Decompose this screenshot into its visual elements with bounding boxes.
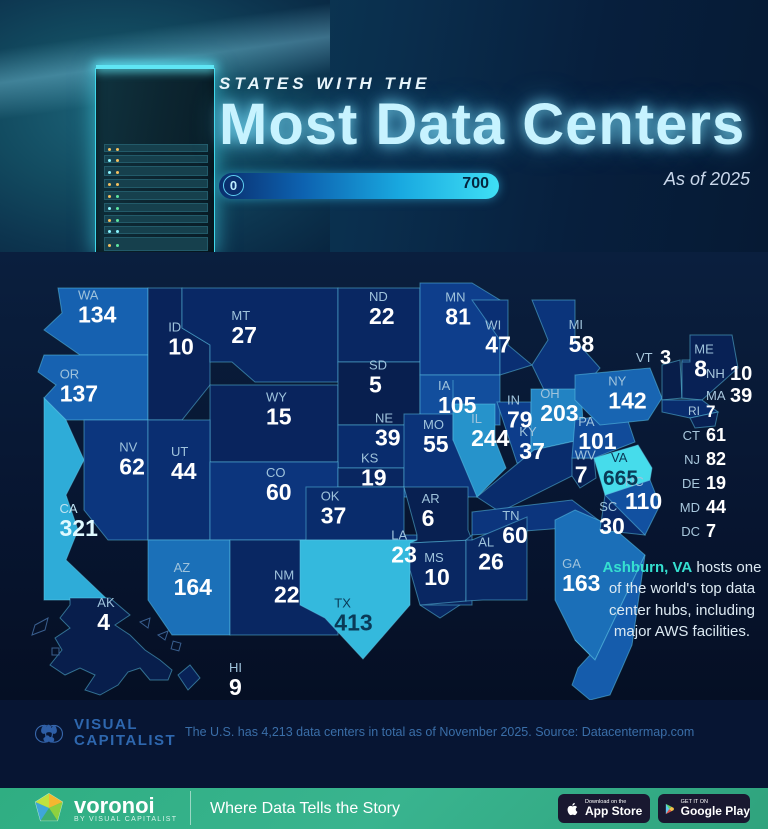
svg-text:NE: NE	[375, 411, 393, 426]
svg-text:ND: ND	[369, 289, 388, 304]
svg-text:MT: MT	[231, 308, 250, 323]
svg-text:CA: CA	[60, 501, 78, 516]
svg-text:137: 137	[60, 380, 98, 406]
svg-text:244: 244	[471, 425, 510, 451]
svg-text:39: 39	[730, 385, 752, 407]
svg-text:AK: AK	[97, 595, 115, 610]
svg-text:NM: NM	[274, 568, 294, 583]
svg-text:9: 9	[229, 674, 242, 700]
svg-text:WY: WY	[266, 390, 287, 405]
svg-text:61: 61	[706, 425, 726, 445]
svg-text:SC: SC	[599, 499, 617, 514]
svg-text:ME: ME	[694, 342, 714, 357]
svg-text:RI: RI	[688, 404, 700, 418]
svg-text:MS: MS	[424, 550, 444, 565]
svg-text:HI: HI	[229, 660, 242, 675]
svg-text:15: 15	[266, 404, 292, 430]
svg-text:VT: VT	[636, 350, 653, 365]
svg-text:55: 55	[423, 431, 449, 457]
svg-text:10: 10	[168, 334, 194, 360]
svg-text:142: 142	[608, 388, 646, 414]
svg-text:NY: NY	[608, 374, 626, 389]
svg-text:UT: UT	[171, 444, 188, 459]
svg-text:321: 321	[60, 515, 99, 541]
svg-text:22: 22	[369, 303, 395, 329]
svg-text:60: 60	[266, 479, 292, 505]
svg-text:MO: MO	[423, 417, 444, 432]
svg-text:NV: NV	[119, 440, 137, 455]
svg-text:164: 164	[174, 574, 213, 600]
svg-text:7: 7	[706, 402, 715, 421]
svg-text:LA: LA	[391, 528, 407, 543]
svg-text:23: 23	[391, 542, 417, 568]
svg-text:27: 27	[231, 322, 257, 348]
svg-text:AL: AL	[478, 534, 494, 549]
svg-text:CT: CT	[683, 428, 700, 443]
svg-text:WA: WA	[78, 288, 99, 303]
svg-text:7: 7	[575, 462, 588, 488]
svg-text:110: 110	[625, 488, 662, 514]
svg-text:81: 81	[445, 304, 471, 330]
svg-text:ID: ID	[168, 320, 181, 335]
svg-text:TX: TX	[334, 595, 351, 610]
svg-text:19: 19	[706, 473, 726, 493]
svg-text:AZ: AZ	[174, 560, 191, 575]
svg-text:30: 30	[599, 513, 625, 539]
svg-text:203: 203	[540, 400, 578, 426]
svg-text:TN: TN	[502, 508, 519, 523]
svg-text:DE: DE	[682, 476, 700, 491]
svg-text:MD: MD	[680, 500, 700, 515]
svg-text:KY: KY	[519, 424, 537, 439]
svg-text:44: 44	[171, 458, 197, 484]
svg-text:22: 22	[274, 582, 300, 608]
svg-text:DC: DC	[681, 524, 700, 539]
svg-text:MA: MA	[706, 388, 726, 403]
svg-text:62: 62	[119, 454, 145, 480]
svg-text:OK: OK	[321, 489, 340, 504]
svg-text:AR: AR	[422, 491, 440, 506]
svg-text:37: 37	[519, 438, 545, 464]
svg-text:NJ: NJ	[684, 452, 700, 467]
svg-text:101: 101	[578, 428, 617, 454]
svg-text:19: 19	[361, 465, 387, 491]
svg-text:665: 665	[603, 467, 638, 490]
svg-text:47: 47	[485, 332, 511, 358]
svg-text:39: 39	[375, 425, 401, 451]
svg-text:10: 10	[424, 564, 450, 590]
svg-text:NH: NH	[706, 366, 725, 381]
svg-text:OH: OH	[540, 386, 560, 401]
svg-text:3: 3	[660, 347, 671, 369]
svg-text:PA: PA	[578, 414, 595, 429]
svg-text:WI: WI	[485, 318, 501, 333]
svg-text:OR: OR	[60, 366, 79, 381]
svg-text:413: 413	[334, 609, 372, 635]
svg-text:163: 163	[562, 570, 600, 596]
svg-text:5: 5	[369, 372, 382, 398]
svg-text:CO: CO	[266, 465, 286, 480]
svg-text:82: 82	[706, 449, 726, 469]
svg-text:58: 58	[569, 331, 595, 357]
svg-text:IL: IL	[471, 411, 482, 426]
svg-text:26: 26	[478, 548, 504, 574]
svg-text:GA: GA	[562, 556, 581, 571]
svg-text:37: 37	[321, 503, 347, 529]
svg-text:MI: MI	[569, 317, 583, 332]
svg-text:IA: IA	[438, 378, 451, 393]
svg-text:KS: KS	[361, 451, 379, 466]
svg-text:44: 44	[706, 497, 726, 517]
svg-text:134: 134	[78, 302, 117, 328]
svg-text:60: 60	[502, 522, 528, 548]
svg-text:MN: MN	[445, 290, 465, 305]
svg-text:4: 4	[97, 609, 110, 635]
svg-text:7: 7	[706, 521, 716, 541]
svg-text:IN: IN	[507, 393, 520, 408]
svg-text:6: 6	[422, 505, 435, 531]
svg-text:SD: SD	[369, 358, 387, 373]
svg-text:10: 10	[730, 363, 752, 385]
